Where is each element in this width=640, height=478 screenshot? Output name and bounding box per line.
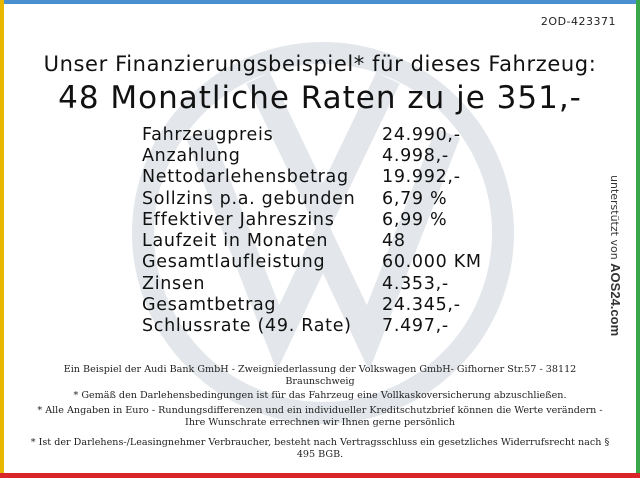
row-label: Nettodarlehensbetrag: [142, 167, 349, 188]
table-row: Schlussrate (49. Rate) 7.497,-: [142, 316, 482, 337]
sponsor-prefix: unterstützt von: [608, 175, 621, 260]
row-value: 19.992,-: [382, 167, 461, 188]
headline-rate: 48 Monatliche Raten zu je 351,-: [58, 80, 582, 116]
row-label: Effektiver Jahreszins: [142, 209, 335, 230]
row-label: Gesamtbetrag: [142, 295, 277, 316]
row-label: Zinsen: [142, 273, 206, 294]
headline-intro: Unser Finanzierungsbeispiel* für dieses …: [43, 52, 597, 76]
row-value: 60.000 KM: [382, 252, 482, 273]
row-value: 48: [382, 231, 406, 252]
row-value: 4.998,-: [382, 145, 449, 166]
row-value: 7.497,-: [382, 316, 449, 337]
table-row: Zinsen 4.353,-: [142, 273, 482, 294]
table-row: Anzahlung 4.998,-: [142, 145, 482, 166]
footnote-bank: Ein Beispiel der Audi Bank GmbH - Zweign…: [63, 364, 577, 388]
table-row: Fahrzeugpreis 24.990,-: [142, 124, 482, 145]
right-border: [636, 0, 640, 478]
sponsor-brand: AOS24.com: [608, 263, 623, 337]
table-row: Nettodarlehensbetrag 19.992,-: [142, 167, 482, 188]
left-border: [0, 0, 4, 478]
row-value: 6,79 %: [382, 188, 448, 209]
row-value: 24.990,-: [382, 124, 461, 145]
table-row: Laufzeit in Monaten 48: [142, 230, 482, 251]
footnote-insurance: * Gemäß den Darlehensbedingungen ist für…: [73, 390, 567, 401]
row-value: 24.345,-: [382, 295, 461, 316]
row-label: Schlussrate (49. Rate): [142, 316, 352, 337]
sponsor-label: unterstützt von AOS24.com: [605, 175, 623, 355]
row-label: Laufzeit in Monaten: [142, 231, 329, 252]
vw-logo-watermark-icon: [132, 42, 514, 424]
footnote-withdrawal: * Ist der Darlehens-/Leasingnehmer Verbr…: [30, 437, 610, 461]
row-label: Anzahlung: [142, 145, 241, 166]
reference-code: 2OD-423371: [540, 15, 616, 28]
row-value: 4.353,-: [382, 273, 449, 294]
bottom-border: [0, 473, 640, 478]
table-row: Effektiver Jahreszins 6,99 %: [142, 209, 482, 230]
row-value: 6,99 %: [382, 209, 448, 230]
table-row: Gesamtlaufleistung 60.000 KM: [142, 252, 482, 273]
row-label: Fahrzeugpreis: [142, 124, 274, 145]
top-border: [0, 0, 640, 4]
row-label: Gesamtlaufleistung: [142, 252, 326, 273]
finance-table: Fahrzeugpreis 24.990,- Anzahlung 4.998,-…: [142, 124, 482, 337]
table-row: Sollzins p.a. gebunden 6,79 %: [142, 188, 482, 209]
footnote-amounts: * Alle Angaben in Euro - Rundungsdiffere…: [37, 405, 603, 429]
table-row: Gesamtbetrag 24.345,-: [142, 294, 482, 315]
row-label: Sollzins p.a. gebunden: [142, 188, 356, 209]
